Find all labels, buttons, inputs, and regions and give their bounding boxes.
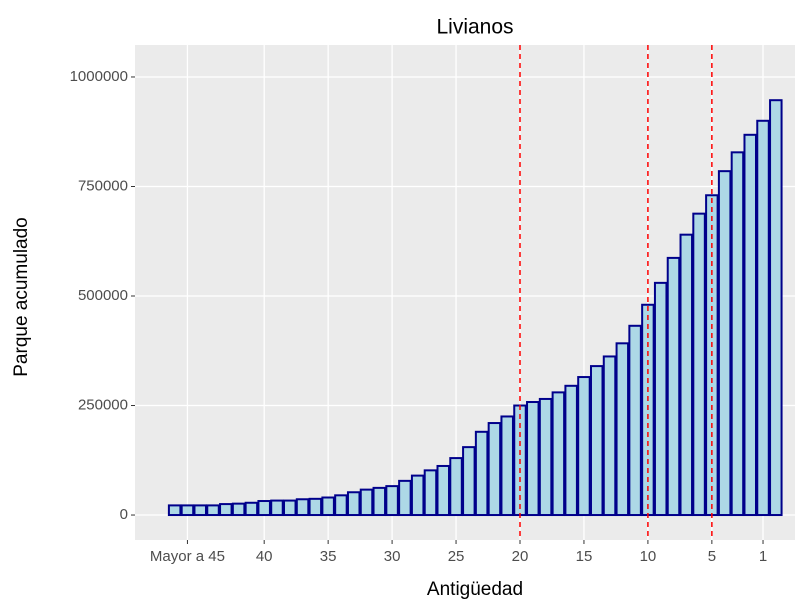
bar	[180, 504, 195, 517]
bar	[436, 464, 451, 517]
bar	[206, 504, 220, 517]
bar	[385, 485, 399, 517]
bar	[602, 355, 617, 517]
bar	[449, 457, 463, 517]
bar	[257, 500, 271, 517]
x-tick-label: 40	[256, 548, 273, 565]
x-tick-label: 1	[759, 548, 767, 565]
bar	[308, 497, 323, 517]
bar	[551, 391, 566, 517]
bar	[334, 494, 348, 517]
bar	[270, 499, 284, 517]
bar	[423, 469, 438, 517]
x-tick-label: 10	[640, 548, 657, 565]
bar	[526, 401, 540, 517]
y-tick-label: 500000	[78, 287, 128, 304]
bar	[500, 415, 514, 517]
bar	[538, 397, 553, 517]
bar	[692, 212, 706, 517]
x-tick-label: 30	[384, 548, 401, 565]
bar	[398, 479, 412, 517]
bar	[410, 474, 425, 517]
y-tick-label: 1000000	[70, 68, 128, 85]
bar	[346, 491, 361, 517]
x-tick-label: 15	[576, 548, 593, 565]
bar	[231, 502, 246, 517]
bar	[295, 498, 310, 517]
bar	[193, 504, 207, 517]
bar	[564, 384, 578, 517]
bar	[462, 446, 476, 517]
bar	[219, 503, 233, 517]
bar	[615, 342, 630, 517]
bar	[283, 499, 297, 517]
y-tick-label: 750000	[78, 177, 128, 194]
x-tick-label: 25	[448, 548, 465, 565]
bar	[730, 151, 745, 517]
bar	[679, 233, 694, 517]
bar	[321, 496, 335, 517]
bar	[577, 376, 591, 517]
bar	[666, 256, 681, 517]
bar	[628, 324, 642, 517]
bar	[769, 99, 783, 517]
bar	[653, 281, 668, 517]
x-tick-label: 5	[708, 548, 716, 565]
bar	[756, 119, 770, 517]
bar	[743, 133, 757, 517]
bar	[359, 488, 374, 517]
y-tick-label: 0	[120, 506, 128, 523]
bar	[372, 486, 387, 517]
y-tick-label: 250000	[78, 396, 128, 413]
x-axis-label: Antigüedad	[427, 579, 523, 600]
x-tick-label: 20	[512, 548, 529, 565]
bar	[589, 365, 604, 517]
bar	[244, 501, 259, 517]
bar	[474, 430, 489, 517]
x-tick-label: 35	[320, 548, 337, 565]
bar	[487, 422, 502, 517]
bar	[717, 170, 732, 517]
y-axis-label: Parque acumulado	[11, 217, 32, 377]
x-tick-label: Mayor a 45	[150, 548, 225, 565]
chart-title: Livianos	[436, 16, 513, 39]
bar	[167, 504, 182, 517]
